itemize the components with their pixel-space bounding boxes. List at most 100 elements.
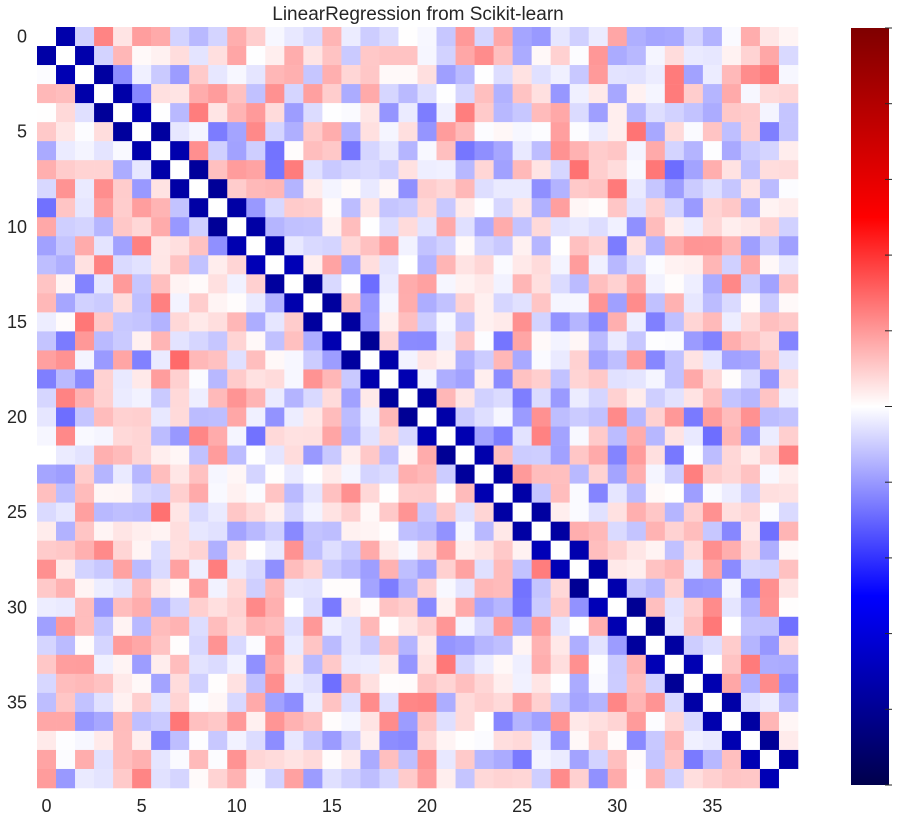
heatmap-cell (702, 578, 723, 599)
y-tick-label: 30 (7, 597, 27, 617)
heatmap-cell (436, 369, 456, 389)
heatmap-cell (284, 217, 304, 237)
heatmap-cell (303, 179, 323, 199)
heatmap-cell (132, 179, 152, 199)
heatmap-cell (588, 483, 609, 503)
heatmap-cell (132, 217, 152, 237)
heatmap-cell (284, 483, 304, 503)
heatmap-cell (417, 445, 437, 465)
heatmap-cell (664, 236, 685, 256)
heatmap-cell (512, 673, 532, 694)
heatmap-cell (626, 445, 647, 465)
heatmap-cell (56, 749, 76, 770)
heatmap-cell (759, 711, 780, 732)
heatmap-cell (151, 46, 171, 66)
heatmap-cell (341, 616, 361, 637)
heatmap-cell (721, 312, 742, 332)
heatmap-cell (721, 84, 742, 104)
heatmap-cell (664, 521, 685, 541)
heatmap-cell (455, 388, 475, 408)
heatmap-cell (778, 483, 799, 503)
heatmap-cell (702, 27, 723, 47)
heatmap-cell (778, 141, 799, 161)
heatmap-cell (360, 654, 380, 675)
heatmap-cell (265, 692, 285, 713)
heatmap-cell (455, 312, 475, 332)
heatmap-cell (360, 502, 380, 522)
heatmap-cell (569, 445, 590, 465)
heatmap-cell (227, 160, 247, 180)
heatmap-cell (550, 255, 570, 275)
heatmap-cell (151, 616, 171, 637)
heatmap-cell (721, 293, 742, 313)
heatmap-cell (189, 236, 209, 256)
heatmap-cell (322, 711, 342, 732)
heatmap-cell (607, 654, 628, 675)
heatmap-cell (455, 578, 475, 599)
heatmap-cell (474, 217, 494, 237)
heatmap-cell (132, 65, 152, 85)
heatmap-cell (531, 654, 551, 675)
heatmap-cell (284, 27, 304, 47)
heatmap-cell (740, 103, 761, 123)
heatmap-cell (721, 46, 742, 66)
heatmap-cell (379, 540, 399, 560)
heatmap-cell (208, 331, 228, 351)
heatmap-cell (113, 483, 133, 503)
heatmap-cell (360, 274, 380, 294)
heatmap-cell (626, 521, 647, 541)
heatmap-cell (75, 84, 95, 104)
heatmap-cell (531, 502, 551, 522)
heatmap-cell (702, 559, 723, 580)
heatmap-cell (151, 160, 171, 180)
heatmap-cell (360, 635, 380, 656)
heatmap-cell (588, 711, 609, 732)
heatmap-cell (360, 616, 380, 637)
heatmap-cell (246, 350, 266, 370)
heatmap-cell (645, 464, 666, 484)
heatmap-cell (455, 540, 475, 560)
heatmap-cell (151, 635, 171, 656)
heatmap-cell (75, 578, 95, 599)
heatmap-cell (531, 331, 551, 351)
heatmap-cell (246, 179, 266, 199)
heatmap-cell (94, 711, 114, 732)
heatmap-cell (398, 407, 418, 427)
heatmap-cell (702, 483, 723, 503)
heatmap-cell (417, 103, 437, 123)
heatmap-cell (512, 464, 532, 484)
heatmap-cell (151, 312, 171, 332)
heatmap-cell (778, 293, 799, 313)
heatmap-cell (189, 141, 209, 161)
heatmap-cell (379, 559, 399, 580)
heatmap-cell (56, 65, 76, 85)
heatmap-cell (683, 521, 704, 541)
heatmap-cell (208, 198, 228, 218)
heatmap-cell (284, 730, 304, 751)
heatmap-cell (303, 255, 323, 275)
heatmap-cell (740, 331, 761, 351)
heatmap-cell (645, 350, 666, 370)
heatmap-cell (303, 217, 323, 237)
heatmap-cell (170, 597, 190, 618)
x-axis-ticks: 0 5 10 15 20 25 30 35 (42, 796, 723, 816)
heatmap-cell (569, 312, 590, 332)
heatmap-cell (94, 255, 114, 275)
heatmap-cell (740, 160, 761, 180)
heatmap-cell (626, 198, 647, 218)
heatmap-cell (37, 540, 57, 560)
heatmap-cell (132, 236, 152, 256)
heatmap-cell (379, 749, 399, 770)
heatmap-cell (417, 692, 437, 713)
heatmap-cell (759, 46, 780, 66)
heatmap-cell (740, 540, 761, 560)
heatmap-cell (284, 293, 304, 313)
heatmap-cell (151, 578, 171, 599)
heatmap-cell (303, 84, 323, 104)
heatmap-cell (56, 692, 76, 713)
heatmap-cell (94, 369, 114, 389)
heatmap-cell (189, 464, 209, 484)
heatmap-cell (436, 521, 456, 541)
heatmap-cell (436, 407, 456, 427)
heatmap-cell (626, 388, 647, 408)
